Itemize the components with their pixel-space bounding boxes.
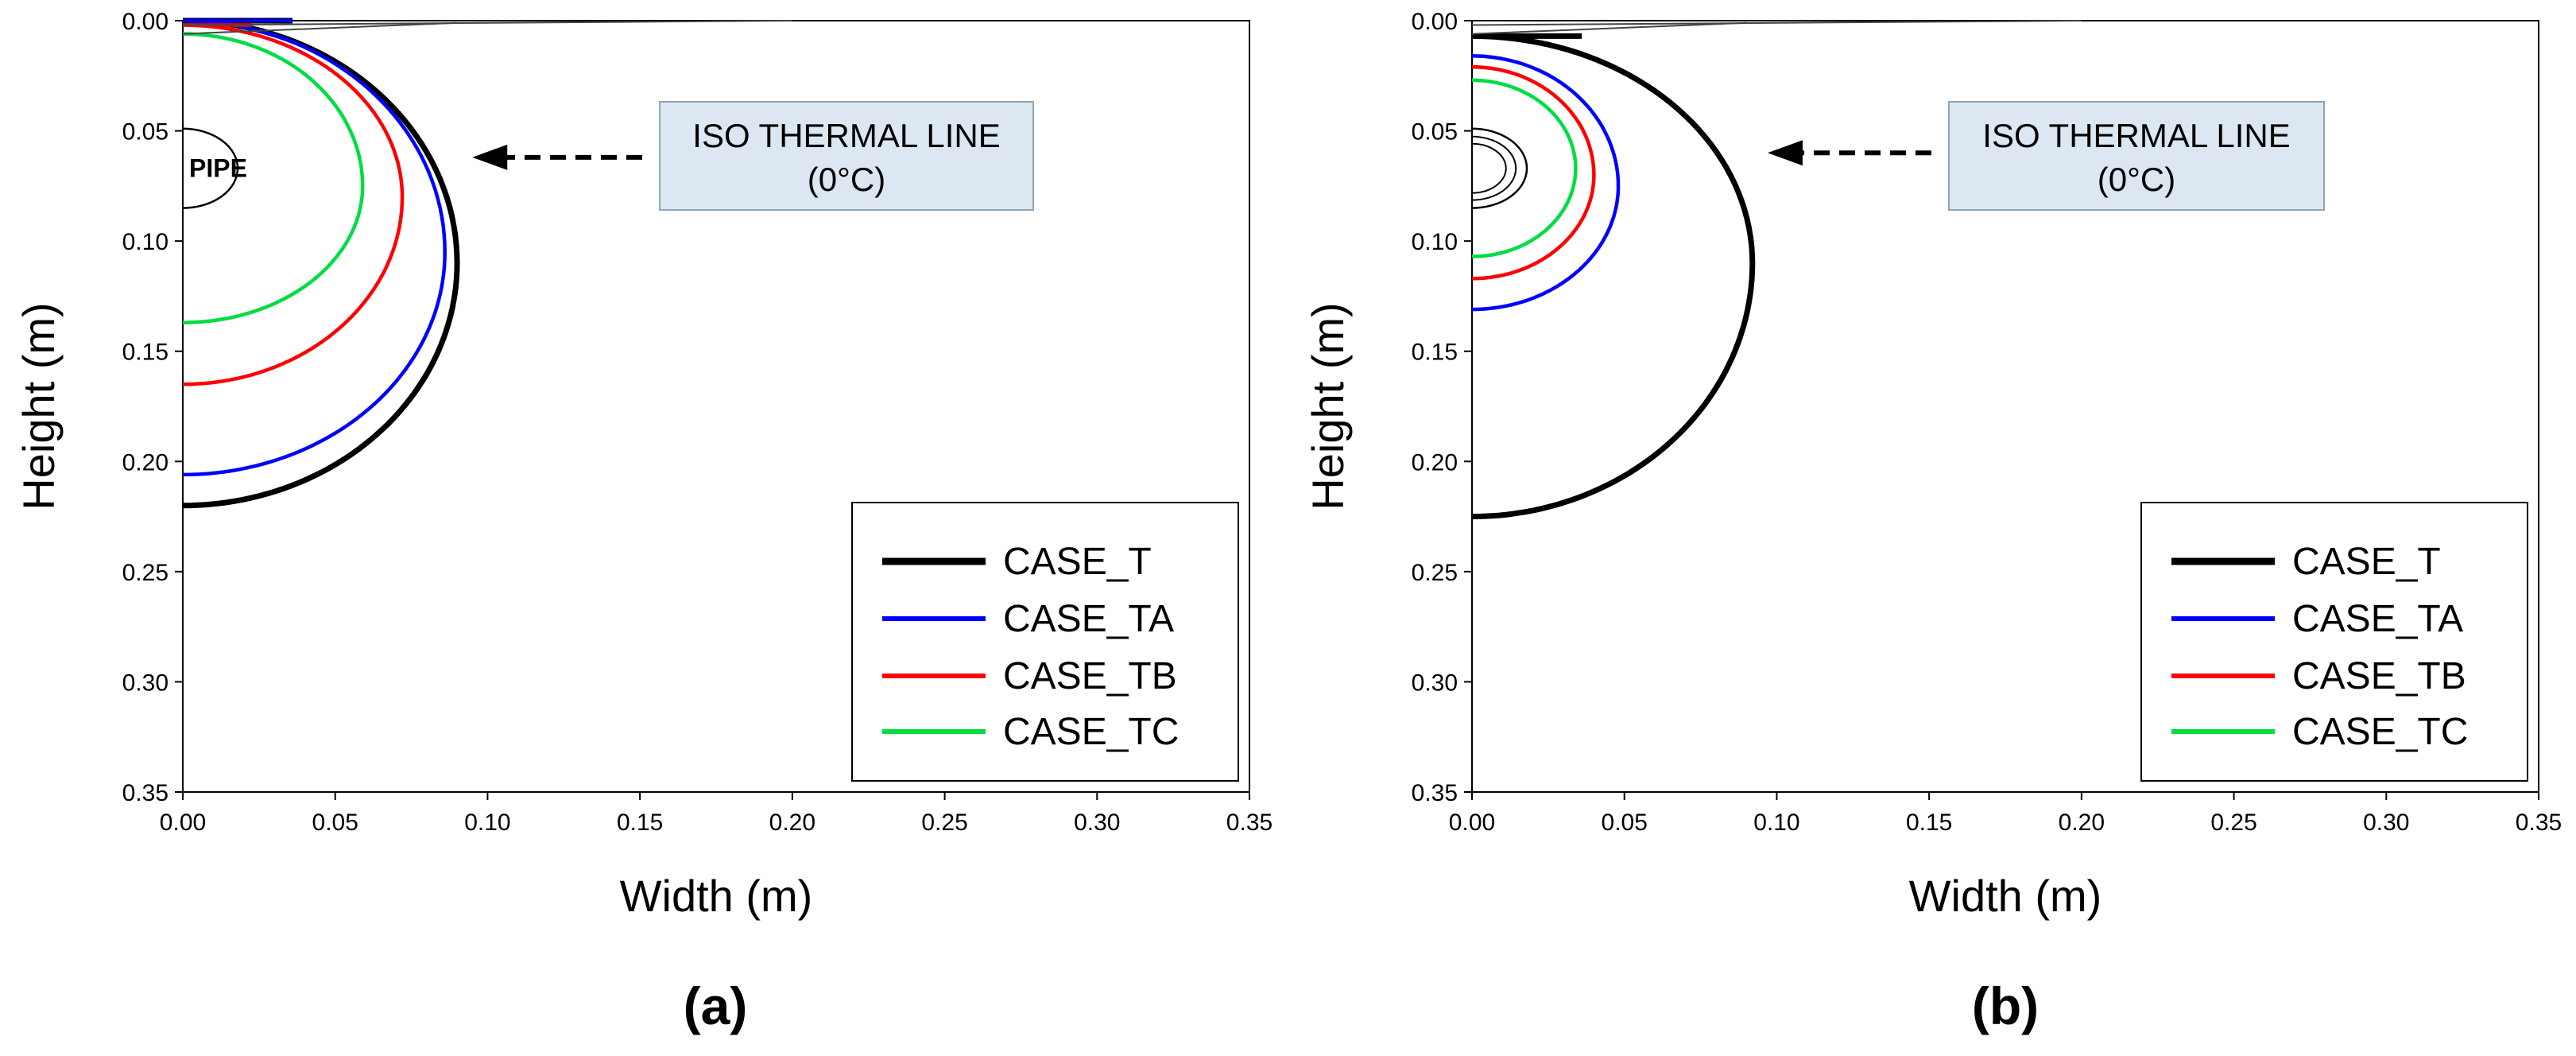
panel-b: 0.00 0.05 0.10 0.15 0.20 0.25 0.30 0.35 0.00 0.05… (1303, 9, 2562, 1035)
legend-label-case-tc: CASE_TC (1003, 711, 1179, 753)
isotherm-case-tc (182, 32, 365, 324)
y-tick-label: 0.10 (122, 229, 169, 255)
x-tick-label: 0.25 (2210, 809, 2256, 836)
isotherm-case-tb (1471, 64, 1596, 281)
annotation-temperature: (0°C) (2098, 161, 2175, 198)
x-tick-label: 0.15 (1906, 809, 1952, 836)
annotation-title: ISO THERMAL LINE (692, 117, 1000, 154)
pipe-label: PIPE (189, 154, 247, 183)
x-tick-label: 0.10 (464, 809, 510, 836)
x-tick-label: 0.05 (1602, 809, 1648, 836)
x-tick-label: 0.20 (2059, 809, 2105, 836)
y-tick-label: 0.05 (1412, 119, 1458, 146)
x-tick-label: 0.30 (1074, 809, 1120, 836)
surface-line (182, 21, 458, 35)
x-tick-label: 0.00 (160, 809, 206, 836)
y-tick-label: 0.10 (1412, 229, 1458, 255)
y-tick-label: 0.35 (122, 780, 169, 806)
legend-label-case-tc: CASE_TC (2292, 711, 2468, 753)
surface-line (1471, 21, 1747, 35)
legend-label-case-tb: CASE_TB (2292, 655, 2466, 697)
annotation-box (659, 101, 1034, 211)
isotherm-case-tc (1471, 78, 1578, 258)
x-tick-label: 0.20 (769, 809, 815, 836)
panel-label: (b) (1972, 976, 2039, 1035)
x-axis-title: Width (m) (620, 871, 813, 921)
legend-box (2140, 502, 2528, 782)
legend-label-case-ta: CASE_TA (2292, 598, 2463, 640)
y-tick-label: 0.20 (122, 449, 169, 476)
x-tick-label: 0.35 (2516, 809, 2562, 836)
legend-label-case-t: CASE_T (1003, 541, 1152, 583)
legend: CASE_T CASE_TA CASE_TB CASE_TC (851, 502, 1239, 782)
y-tick-label: 0.00 (1412, 9, 1458, 35)
legend-box (851, 502, 1239, 782)
y-tick-label: 0.30 (1412, 670, 1458, 696)
isotherm-case-tb (182, 23, 405, 386)
y-tick-label: 0.30 (122, 670, 169, 696)
x-tick-label: 0.00 (1449, 809, 1495, 836)
legend-label-case-tb: CASE_TB (1003, 655, 1177, 697)
legend-label-case-t: CASE_T (2292, 541, 2441, 583)
panel-a: 0.00 0.05 0.10 0.15 0.20 0.25 0.30 0.35 0.00 0.05… (14, 9, 1273, 1035)
y-tick-label: 0.35 (1412, 780, 1458, 806)
legend-label-case-ta: CASE_TA (1003, 598, 1174, 640)
annotation-box (1948, 101, 2325, 211)
isotherm-case-t (1471, 33, 1756, 520)
annotation-temperature: (0°C) (808, 161, 885, 198)
surface-line (1471, 20, 2082, 26)
y-axis-title: Height (m) (1303, 302, 1353, 510)
y-tick-label: 0.00 (122, 9, 169, 35)
x-axis-title: Width (m) (1909, 871, 2102, 921)
x-tick-label: 0.15 (617, 809, 663, 836)
pipe-outline (182, 127, 239, 209)
y-tick-label: 0.25 (122, 560, 169, 586)
y-tick-label: 0.05 (122, 119, 169, 146)
annotation-arrowhead (1767, 140, 1803, 166)
isotherm-case-ta (182, 18, 447, 477)
pipe-outline (1471, 127, 1528, 209)
x-tick-label: 0.30 (2363, 809, 2409, 836)
surface-line (182, 20, 792, 26)
y-tick-label: 0.15 (122, 340, 169, 366)
y-tick-label: 0.15 (1412, 340, 1458, 366)
pipe-inner-isotherm (1471, 142, 1507, 194)
x-tick-label: 0.25 (921, 809, 967, 836)
pipe-inner-isotherm (1471, 135, 1517, 201)
annotation-title: ISO THERMAL LINE (1982, 117, 2290, 154)
x-tick-label: 0.10 (1753, 809, 1799, 836)
y-tick-label: 0.20 (1412, 449, 1458, 476)
isotherm-case-ta (1471, 54, 1621, 312)
x-tick-label: 0.05 (312, 809, 358, 836)
legend: CASE_T CASE_TA CASE_TB CASE_TC (2140, 502, 2528, 782)
annotation-arrowhead (472, 144, 508, 170)
panel-label: (a) (684, 976, 748, 1035)
y-tick-label: 0.25 (1412, 560, 1458, 586)
x-tick-label: 0.35 (1226, 809, 1273, 836)
y-axis-title: Height (m) (14, 302, 64, 510)
